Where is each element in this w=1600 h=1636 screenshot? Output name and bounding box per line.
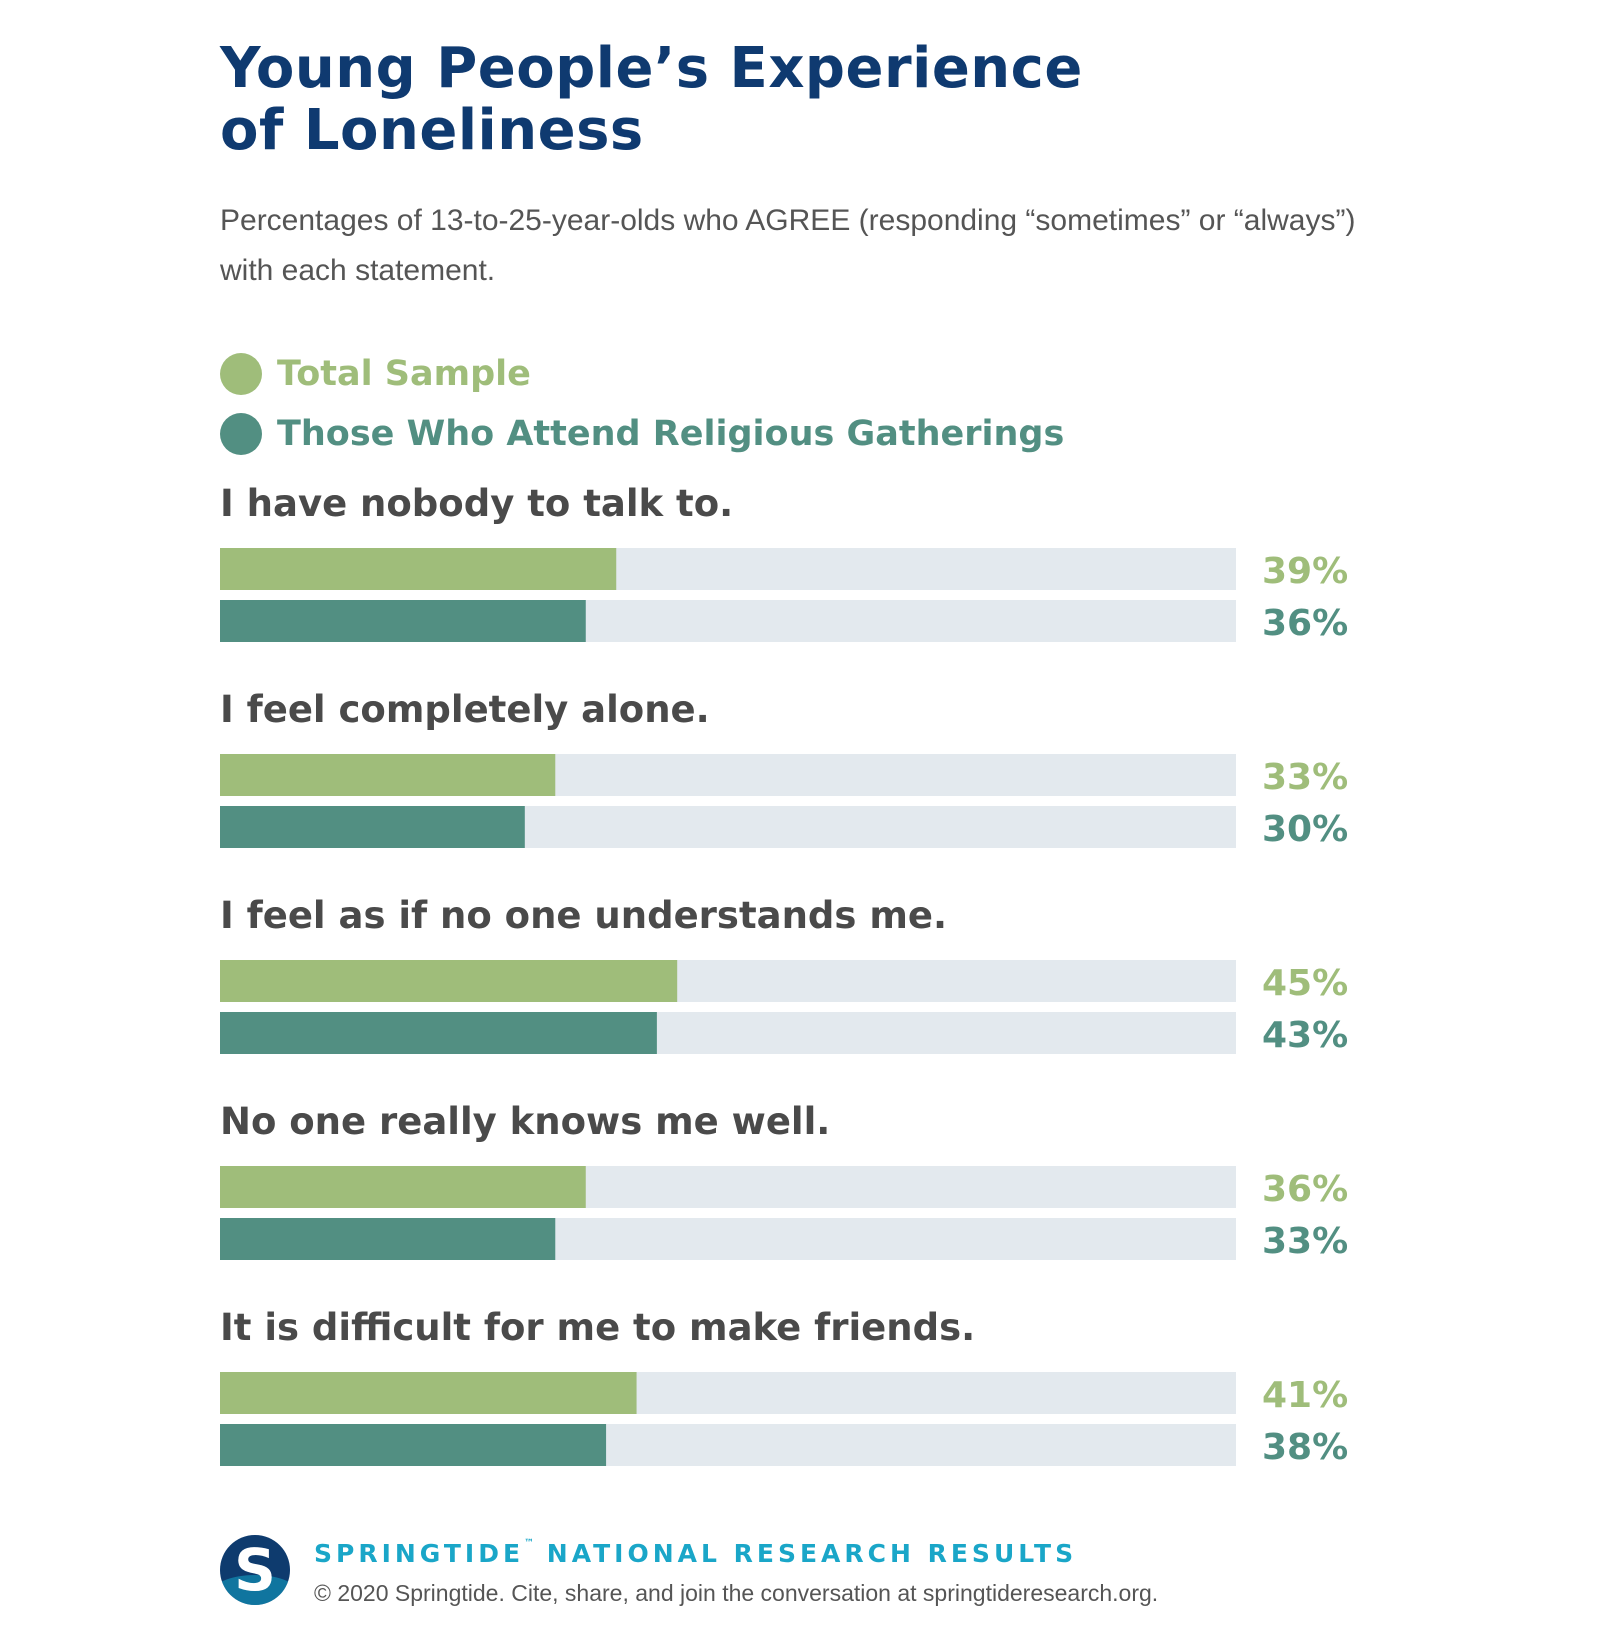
springtide-logo: S [220,1535,290,1605]
legend-item-religious: Those Who Attend Religious Gatherings [220,404,1064,464]
chart-subtitle: Percentages of 13-to-25-year-olds who AG… [220,204,1356,287]
value-label-religious: 43% [1262,1015,1348,1056]
value-label-total: 45% [1262,963,1348,1004]
footer: S SPRINGTIDE™ NATIONAL RESEARCH RESULTS … [220,1532,1420,1612]
bar-religious-attenders [220,806,525,848]
bar-religious-attenders [220,1424,607,1466]
value-label-total: 41% [1262,1375,1348,1416]
bar-religious-attenders [220,1012,657,1054]
bar-total-sample [220,960,678,1002]
value-label-religious: 33% [1262,1221,1348,1262]
chart-title: Young People’s Experience of Loneliness [220,38,1083,162]
trademark-mark: ™ [524,1538,535,1549]
value-label-total: 36% [1262,1169,1348,1210]
bar-total-sample [220,548,617,590]
statement-label: No one really knows me well. [220,1100,830,1143]
footer-brand: SPRINGTIDE [314,1539,525,1568]
legend-swatch-total [220,353,262,395]
legend-label-religious: Those Who Attend Religious Gatherings [277,414,1065,454]
statement-label: I have nobody to talk to. [220,482,733,525]
legend-label-total: Total Sample [277,354,531,394]
legend-item-total: Total Sample [220,344,1064,404]
statement-label: I feel as if no one understands me. [220,894,947,937]
legend: Total Sample Those Who Attend Religious … [220,344,1064,464]
logo-swoosh [220,1575,290,1605]
value-label-total: 33% [1262,757,1348,798]
title-line-2: of Loneliness [220,98,644,163]
bar-religious-attenders [220,600,586,642]
value-label-religious: 30% [1262,809,1348,850]
footer-heading-rest: NATIONAL RESEARCH RESULTS [534,1539,1078,1568]
legend-swatch-religious [220,413,262,455]
statement-label: It is difficult for me to make friends. [220,1306,975,1349]
value-label-religious: 38% [1262,1427,1348,1468]
statement-label: I feel completely alone. [220,688,710,731]
value-label-total: 39% [1262,551,1348,592]
footer-heading: SPRINGTIDE™ NATIONAL RESEARCH RESULTS [314,1538,1077,1568]
bar-total-sample [220,1166,586,1208]
bar-total-sample [220,1372,637,1414]
title-line-1: Young People’s Experience [220,36,1083,101]
bar-religious-attenders [220,1218,556,1260]
footer-copyright: © 2020 Springtide. Cite, share, and join… [314,1580,1159,1606]
logo-letter: S [234,1536,276,1604]
bar-total-sample [220,754,556,796]
value-label-religious: 36% [1262,603,1348,644]
